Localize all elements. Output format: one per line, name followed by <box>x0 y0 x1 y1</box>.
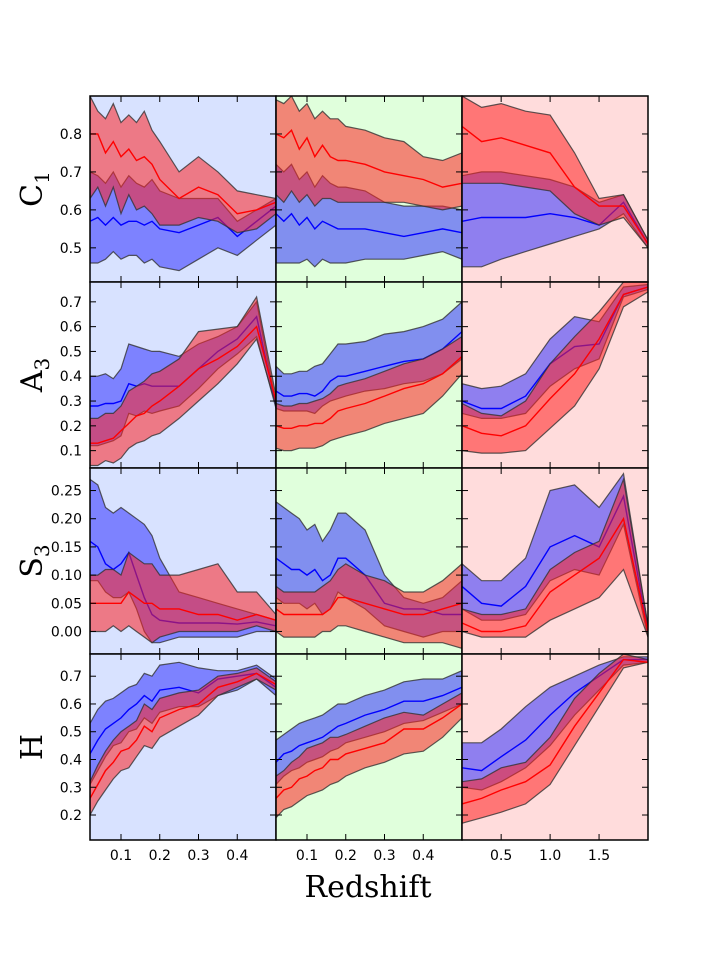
y-tick-label: 0.5 <box>60 725 82 741</box>
panel-C1-3 <box>461 95 649 283</box>
y-tick-label: 0.25 <box>51 484 82 500</box>
panel-C1-1: 0.5 0.6 0.7 0.8 <box>60 95 277 283</box>
y-tick-label: 0.05 <box>51 596 82 612</box>
y-tick-label: 0.3 <box>60 394 82 410</box>
y-tick-label: 0.4 <box>60 752 82 768</box>
red-confidence-band <box>276 335 462 452</box>
panel-A3-3 <box>461 281 649 469</box>
x-tick-label: 0.1 <box>296 848 318 864</box>
red-confidence-band <box>462 282 648 454</box>
row-label-C1: C1 <box>15 171 54 207</box>
y-tick-label: 0.6 <box>60 697 82 713</box>
x-tick-label: 0.3 <box>373 848 395 864</box>
x-tick-label: 1.0 <box>539 848 561 864</box>
red-median-line <box>276 128 462 188</box>
red-median-line <box>90 672 276 799</box>
red-median-line <box>462 516 648 633</box>
y-tick-label: 0.20 <box>51 512 82 528</box>
y-tick-label: 0.7 <box>60 165 82 181</box>
y-tick-label: 0.5 <box>60 344 82 360</box>
x-tick-label: 1.5 <box>588 848 610 864</box>
red-median-line <box>90 591 276 621</box>
x-tick-label: 0.2 <box>335 848 357 864</box>
row-labels: C1 A3 S3 H <box>15 171 54 760</box>
red-median-line <box>462 658 648 805</box>
red-confidence-band <box>90 667 276 817</box>
x-tick-label: 0.1 <box>110 848 132 864</box>
y-tick-label: 0.10 <box>51 568 82 584</box>
x-tick-label: 0.4 <box>412 848 434 864</box>
y-tick-label: 0.2 <box>60 808 82 824</box>
red-confidence-band <box>462 654 648 824</box>
blue-median-line <box>276 212 462 238</box>
x-tick-label: 0.3 <box>187 848 209 864</box>
panel-S3-1: 0.00 0.05 0.10 0.15 0.20 0.25 <box>51 467 277 655</box>
row-label-A3: A3 <box>15 358 54 393</box>
y-tick-label: 0.3 <box>60 780 82 796</box>
panel-S3-2 <box>275 467 463 655</box>
panel-H-1: 0.2 0.3 0.4 0.5 0.6 0.7 0.1 0.2 0.3 0.4 <box>60 653 277 864</box>
panel-H-3: 0.5 1.0 1.5 <box>461 653 649 864</box>
row-label-S3: S3 <box>15 544 54 577</box>
y-tick-label: 0.6 <box>60 320 82 336</box>
y-tick-label: 0.15 <box>51 540 82 556</box>
y-tick-label: 0.1 <box>60 444 82 460</box>
blue-median-line <box>276 331 462 397</box>
red-median-line <box>462 286 648 437</box>
panel-frame <box>461 653 649 841</box>
red-confidence-band <box>276 692 462 819</box>
red-confidence-band <box>90 96 276 234</box>
panel-C1-2 <box>275 95 463 283</box>
x-tick-label: 0.4 <box>226 848 248 864</box>
red-median-line <box>276 355 462 429</box>
row-label-H: H <box>15 734 50 760</box>
red-median-line <box>276 596 462 616</box>
y-tick-label: 0.2 <box>60 419 82 435</box>
panel-A3-2 <box>275 281 463 469</box>
x-axis-label: Redshift <box>304 870 431 905</box>
red-confidence-band <box>90 551 276 644</box>
y-tick-label: 0.7 <box>60 295 82 311</box>
red-confidence-band <box>276 96 462 211</box>
red-confidence-band <box>462 96 648 249</box>
red-confidence-band <box>90 295 276 467</box>
red-median-line <box>276 703 462 799</box>
red-confidence-band <box>276 563 462 650</box>
red-confidence-band <box>462 477 648 638</box>
y-tick-label: 0.5 <box>60 241 82 257</box>
y-tick-label: 0.4 <box>60 369 82 385</box>
panel-A3-1: 0.1 0.2 0.3 0.4 0.5 0.6 0.7 <box>60 281 277 469</box>
x-tick-label: 0.2 <box>149 848 171 864</box>
panel-S3-3 <box>461 467 649 655</box>
y-tick-label: 0.00 <box>51 624 82 640</box>
red-median-line <box>90 325 276 444</box>
y-tick-label: 0.6 <box>60 203 82 219</box>
red-median-line <box>90 133 276 215</box>
blue-median-line <box>276 686 462 763</box>
panel-H-2: 0.1 0.2 0.3 0.4 <box>275 653 463 864</box>
panel-grid: 0.50.60.70.80.10.20.30.40.50.60.70.000.0… <box>51 95 649 864</box>
y-tick-label: 0.8 <box>60 127 82 143</box>
red-median-line <box>462 125 648 245</box>
y-tick-label: 0.7 <box>60 669 82 685</box>
x-tick-label: 0.5 <box>490 848 512 864</box>
